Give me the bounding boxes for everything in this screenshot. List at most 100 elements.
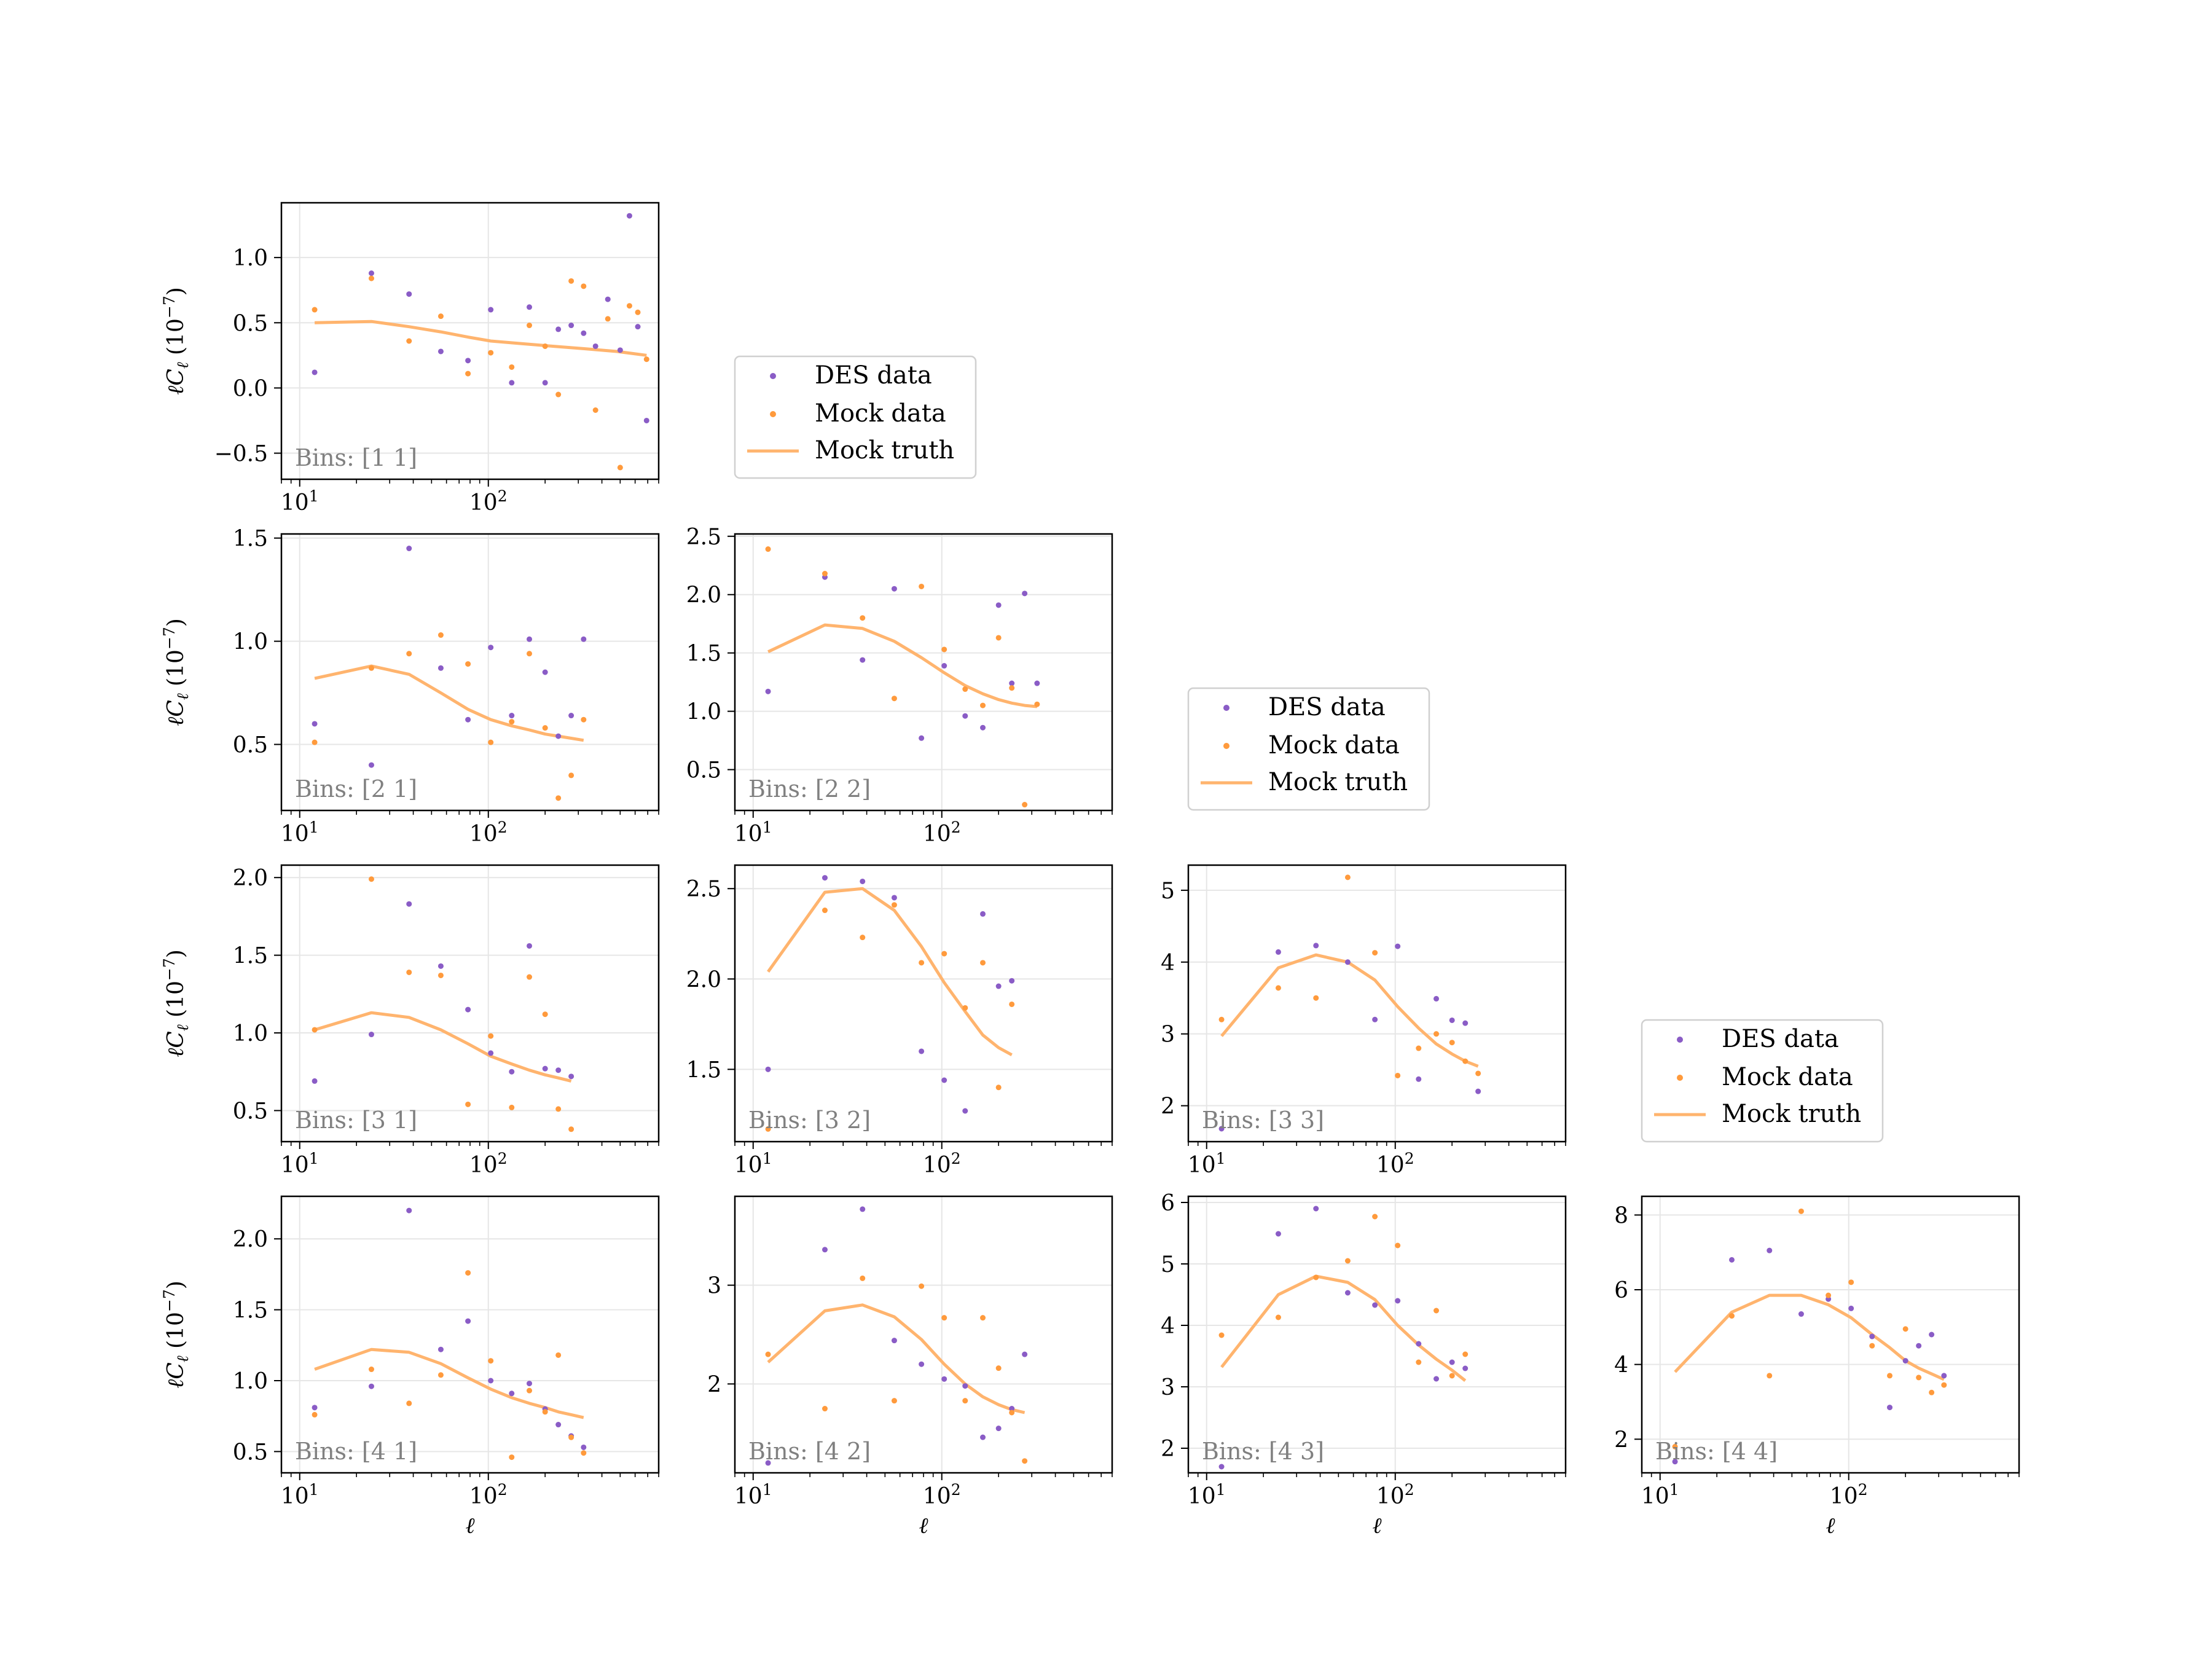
des-data-point xyxy=(312,1405,318,1411)
mock-data-point xyxy=(368,1367,374,1373)
bin-label: Bins: [3 1] xyxy=(295,1107,417,1134)
mock-data-point xyxy=(962,1005,968,1011)
mock-data-point xyxy=(1433,1308,1440,1314)
des-data-point xyxy=(488,645,494,651)
des-data-point xyxy=(891,586,897,592)
des-data-point xyxy=(980,724,986,731)
mock-data-point xyxy=(437,313,444,320)
des-data-point xyxy=(962,1108,968,1114)
des-data-point xyxy=(368,1383,374,1389)
des-data-point xyxy=(962,1383,968,1389)
mock-data-point xyxy=(509,364,515,370)
mock-data-point xyxy=(891,1398,897,1404)
mock-data-point xyxy=(860,1275,866,1281)
mock-data-point xyxy=(962,1398,968,1404)
des-data-point xyxy=(527,943,533,949)
panel-8: 101 102 2 3 Bins: [4 2] ℓ xyxy=(707,1195,1113,1539)
mock-data-point xyxy=(1449,1373,1455,1379)
legend-box xyxy=(1187,687,1430,811)
des-data-point xyxy=(1009,680,1015,686)
panel-3: 101 102 0.5 1.0 1.5 2.0 2.5 Bins: [2 2] xyxy=(686,525,1113,847)
x-tick-label: 102 xyxy=(1376,1481,1414,1509)
mock-data-point xyxy=(592,407,598,413)
mock-data-point xyxy=(962,686,968,692)
mock-truth-line xyxy=(1220,1274,1467,1382)
y-axis-label: ℓCℓ (10−7) xyxy=(160,618,192,726)
y-tick-label: 2.0 xyxy=(686,583,721,608)
mock-data-point xyxy=(406,1400,412,1406)
y-tick-label: 1.5 xyxy=(686,1057,721,1083)
des-data-point xyxy=(488,307,494,313)
des-data-point xyxy=(860,1206,866,1212)
des-data-point xyxy=(527,304,533,310)
mock-data-point xyxy=(1022,1458,1028,1464)
bin-label: Bins: [4 2] xyxy=(748,1438,871,1465)
des-data-point xyxy=(1433,995,1440,1002)
des-data-point xyxy=(765,1066,771,1072)
des-data-point xyxy=(1462,1020,1469,1026)
mock-data-point xyxy=(527,651,533,657)
bin-label: Bins: [4 4] xyxy=(1655,1438,1778,1465)
x-tick-label: 101 xyxy=(1188,1150,1226,1178)
x-axis-label: ℓ xyxy=(466,1513,475,1539)
x-tick-label: 101 xyxy=(734,818,772,847)
des-data-point xyxy=(465,716,471,723)
mock-truth-line xyxy=(314,1347,584,1419)
legend-label: Mock data xyxy=(1268,731,1400,759)
des-data-point xyxy=(437,963,444,969)
des-data-point xyxy=(581,1444,587,1450)
panel-7: 101 102 0.5 1.0 1.5 2.0 Bins: [4 1] ℓ ℓCℓ (10−7) xyxy=(160,1195,660,1539)
y-tick-label: 0.5 xyxy=(686,758,721,783)
y-tick-label: 3 xyxy=(1161,1022,1175,1048)
des-data-point xyxy=(941,1376,947,1382)
des-data-point xyxy=(568,323,575,329)
des-data-point xyxy=(1475,1088,1481,1094)
des-data-point xyxy=(919,1048,925,1054)
y-tick-label: 2 xyxy=(1161,1094,1175,1120)
des-data-point xyxy=(995,602,1002,608)
des-data-point xyxy=(568,1073,575,1080)
mock-truth-line xyxy=(315,320,647,357)
mock-data-point xyxy=(635,309,641,315)
mock-data-point xyxy=(488,1358,494,1364)
mock-data-point xyxy=(1433,1031,1440,1037)
x-tick-label: 102 xyxy=(469,1150,508,1178)
y-tick-label: 6 xyxy=(1614,1278,1628,1303)
y-tick-label: 4 xyxy=(1161,1314,1175,1339)
mock-data-point xyxy=(765,1351,771,1357)
des-data-point xyxy=(509,713,515,719)
y-tick-label: 1.5 xyxy=(233,944,268,969)
des-data-point xyxy=(509,1069,515,1075)
x-axis-label: ℓ xyxy=(1826,1513,1835,1539)
des-data-point xyxy=(1344,1290,1351,1296)
mock-data-point xyxy=(368,876,374,882)
des-data-point xyxy=(941,1077,947,1083)
mock-data-point xyxy=(1372,1214,1378,1220)
des-data-point xyxy=(465,1318,471,1324)
legend-label: DES data xyxy=(1722,1025,1839,1053)
y-tick-label: 1.0 xyxy=(233,630,268,655)
panel-4: 101 102 0.5 1.0 1.5 2.0 Bins: [3 1] ℓCℓ (10−7) xyxy=(160,864,660,1178)
x-tick-label: 102 xyxy=(923,1481,961,1509)
panel-data xyxy=(1672,1208,1947,1465)
panel-9: 101 102 2 3 4 5 6 Bins: [4 3] ℓ xyxy=(1161,1191,1567,1539)
bin-label: Bins: [2 1] xyxy=(295,775,417,802)
mock-data-point xyxy=(1022,802,1028,808)
mock-data-point xyxy=(312,1027,318,1033)
y-tick-label: −0.5 xyxy=(214,442,268,467)
des-data-point xyxy=(527,1381,533,1387)
des-data-point xyxy=(860,878,866,884)
y-tick-label: 1.0 xyxy=(686,700,721,725)
legends-layer: DES data Mock data Mock truth DES data Mock … xyxy=(734,355,1884,1143)
des-data-point xyxy=(1372,1302,1378,1308)
bin-label: Bins: [3 2] xyxy=(748,1107,871,1134)
y-tick-label: 2.0 xyxy=(686,967,721,992)
bin-label: Bins: [4 1] xyxy=(295,1438,417,1465)
des-data-point xyxy=(488,1378,494,1384)
y-tick-label: 2.5 xyxy=(686,877,721,902)
des-data-point xyxy=(1313,943,1319,949)
mock-data-point xyxy=(581,716,587,723)
mock-data-point xyxy=(555,795,562,801)
mock-data-point xyxy=(919,1283,925,1289)
mock-data-point xyxy=(617,465,623,471)
